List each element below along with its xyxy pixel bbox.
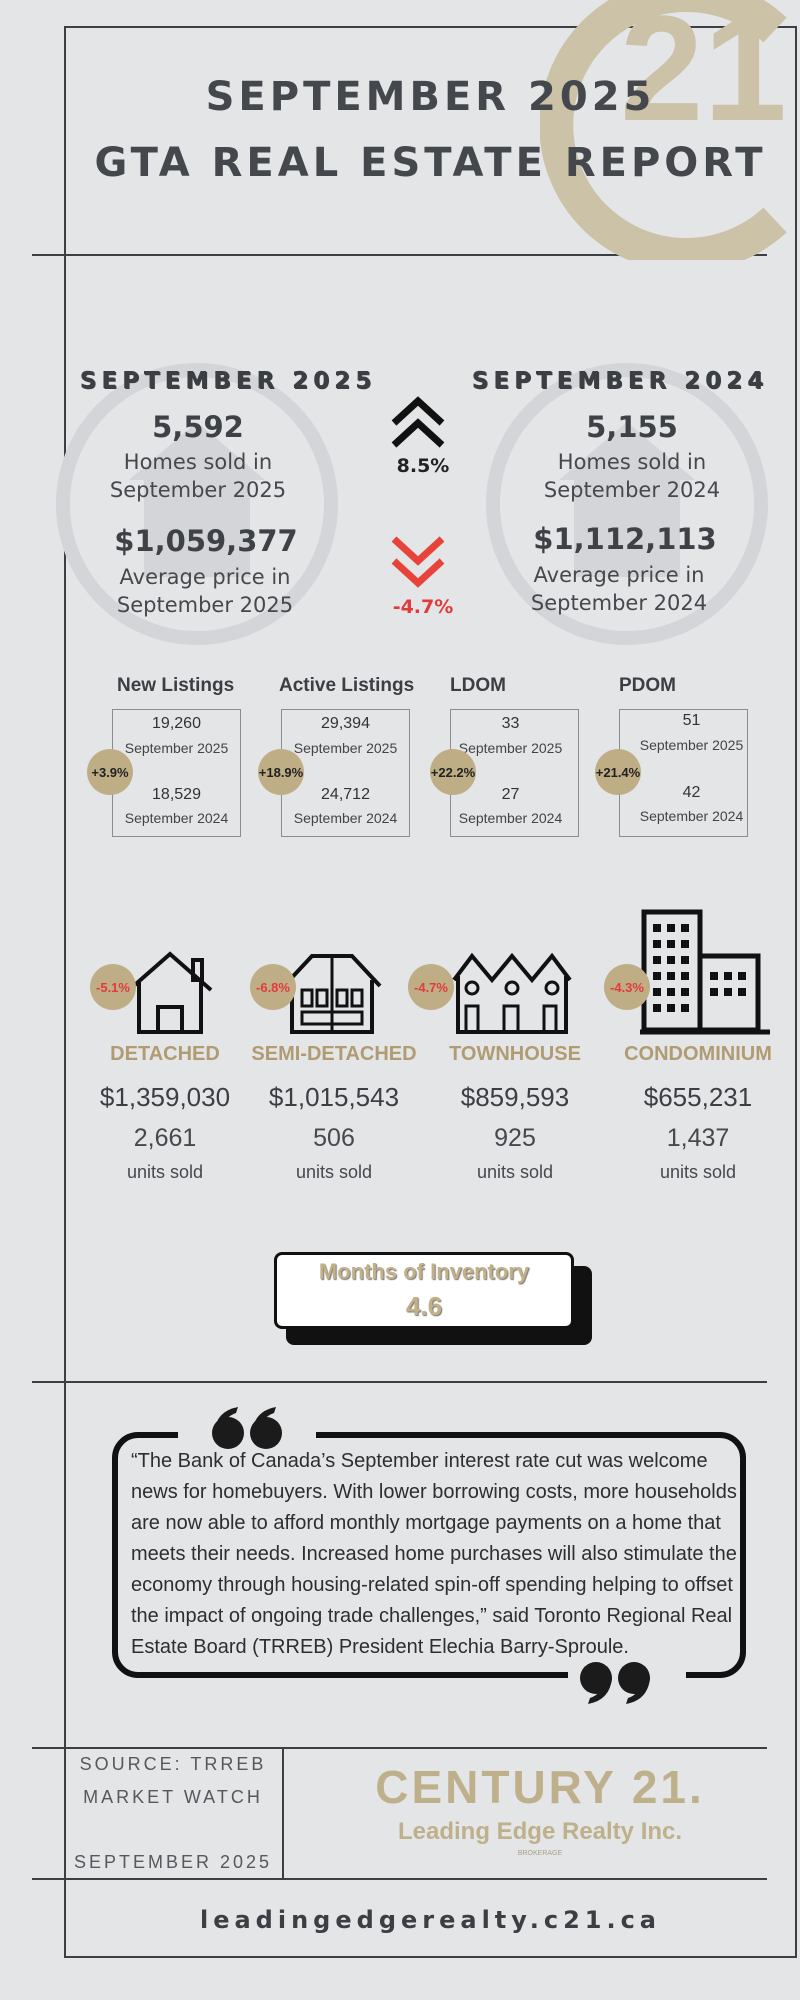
double-chevron-down-icon	[391, 536, 445, 588]
quote-gap	[178, 1414, 316, 1444]
stat-current-caption: September 2025	[124, 740, 229, 756]
close-quote-icon	[580, 1662, 650, 1704]
header-divider	[32, 254, 767, 256]
stat-change-badge: +18.9%	[258, 749, 304, 795]
stat-label: Active Listings	[279, 675, 415, 696]
stat-label: PDOM	[619, 675, 676, 696]
source-line1: SOURCE: TRREB	[79, 1754, 267, 1774]
current-period-heading: SEPTEMBER 2025	[79, 368, 377, 394]
stat-previous-caption: September 2024	[458, 810, 563, 826]
report-title-line1: SEPTEMBER 2025	[205, 74, 656, 120]
property-name: SEMI-DETACHED	[251, 1043, 417, 1065]
stat-label: New Listings	[117, 675, 235, 696]
townhouse-icon	[452, 952, 572, 1034]
source-date: SEPTEMBER 2025	[73, 1852, 273, 1872]
quote-text: “The Bank of Canada’s September interest…	[131, 1450, 737, 1658]
footer-vertical-divider	[282, 1747, 284, 1880]
property-units: 2,661	[133, 1124, 197, 1152]
stat-current-caption: September 2025	[293, 740, 398, 756]
stat-label: LDOM	[450, 675, 506, 696]
stat-previous-caption: September 2024	[124, 810, 229, 826]
house-watermark-icon	[486, 363, 768, 645]
brokerage-name: Leading Edge Realty Inc.	[397, 1818, 683, 1845]
property-units-caption: units sold	[295, 1162, 373, 1182]
semi-detached-icon	[282, 954, 382, 1034]
report-title-line2: GTA REAL ESTATE REPORT	[94, 140, 767, 186]
property-change-badge: -4.3%	[604, 964, 650, 1010]
stat-current-value: 29,394	[321, 715, 370, 732]
property-name: TOWNHOUSE	[449, 1043, 581, 1065]
property-units: 1,437	[666, 1124, 730, 1152]
previous-avg-price-label: Average price in September 2024	[530, 563, 708, 615]
inventory-value: 4.6	[405, 1291, 443, 1321]
open-quote-icon	[212, 1407, 282, 1449]
stat-previous-caption: September 2024	[293, 810, 398, 826]
property-price: $655,231	[643, 1082, 753, 1112]
stat-previous-value: 24,712	[321, 786, 370, 803]
property-price: $1,359,030	[99, 1082, 231, 1112]
stat-previous-value: 18,529	[152, 786, 201, 803]
previous-homes-sold-label: Homes sold in September 2024	[543, 450, 721, 502]
property-units-caption: units sold	[659, 1162, 737, 1182]
stat-previous-value: 42	[682, 784, 701, 801]
current-homes-sold-label: Homes sold in September 2025	[109, 450, 287, 502]
source-line2: MARKET WATCH	[83, 1787, 263, 1807]
stat-current-caption: September 2025	[639, 737, 744, 753]
property-units: 925	[494, 1124, 536, 1152]
current-avg-price-label: Average price in September 2025	[116, 565, 294, 617]
brokerage-small: BROKERAGE	[517, 1850, 563, 1857]
condominium-icon	[640, 909, 770, 1035]
century21-watermark-icon: 21	[540, 0, 787, 260]
stat-current-value: 19,260	[152, 715, 201, 732]
house-watermark-icon	[56, 363, 338, 645]
detached-house-icon	[127, 951, 213, 1034]
inventory-box: Months of Inventory 4.6	[274, 1252, 574, 1329]
price-change: -4.7%	[392, 596, 454, 618]
quote-box	[112, 1432, 746, 1678]
property-units-caption: units sold	[476, 1162, 554, 1182]
previous-avg-price: $1,112,113	[533, 522, 717, 556]
property-units-caption: units sold	[126, 1162, 204, 1182]
stat-previous-value: 27	[501, 786, 520, 803]
stat-current-caption: September 2025	[458, 740, 563, 756]
property-price: $1,015,543	[268, 1082, 400, 1112]
svg-text:21: 21	[620, 0, 787, 152]
property-change-badge: -4.7%	[408, 964, 454, 1010]
page-frame	[64, 26, 797, 1958]
property-name: CONDOMINIUM	[624, 1043, 772, 1065]
stat-change-badge: +21.4%	[595, 749, 641, 795]
footer-top-divider	[32, 1747, 767, 1749]
stat-current-value: 33	[501, 715, 520, 732]
property-units: 506	[313, 1124, 355, 1152]
inventory-label: Months of Inventory	[318, 1259, 530, 1284]
double-chevron-up-icon	[391, 396, 445, 448]
website-link[interactable]: leadingedgerealty.c21.ca	[199, 1906, 661, 1934]
brand-logo: CENTURY 21.	[375, 1761, 705, 1813]
previous-period-heading: SEPTEMBER 2024	[471, 368, 769, 394]
footer-bottom-divider	[32, 1878, 767, 1880]
sales-change: 8.5%	[396, 455, 450, 477]
stat-change-badge: +3.9%	[87, 749, 133, 795]
property-change-badge: -5.1%	[90, 964, 136, 1010]
current-avg-price: $1,059,377	[114, 524, 298, 558]
property-change-badge: -6.8%	[250, 964, 296, 1010]
stat-change-badge: +22.2%	[430, 749, 476, 795]
stat-previous-caption: September 2024	[639, 808, 744, 824]
section-divider	[32, 1381, 767, 1383]
current-homes-sold: 5,592	[152, 410, 244, 444]
property-name: DETACHED	[110, 1043, 220, 1065]
previous-homes-sold: 5,155	[586, 410, 678, 444]
property-price: $859,593	[460, 1082, 570, 1112]
stat-current-value: 51	[682, 712, 701, 729]
